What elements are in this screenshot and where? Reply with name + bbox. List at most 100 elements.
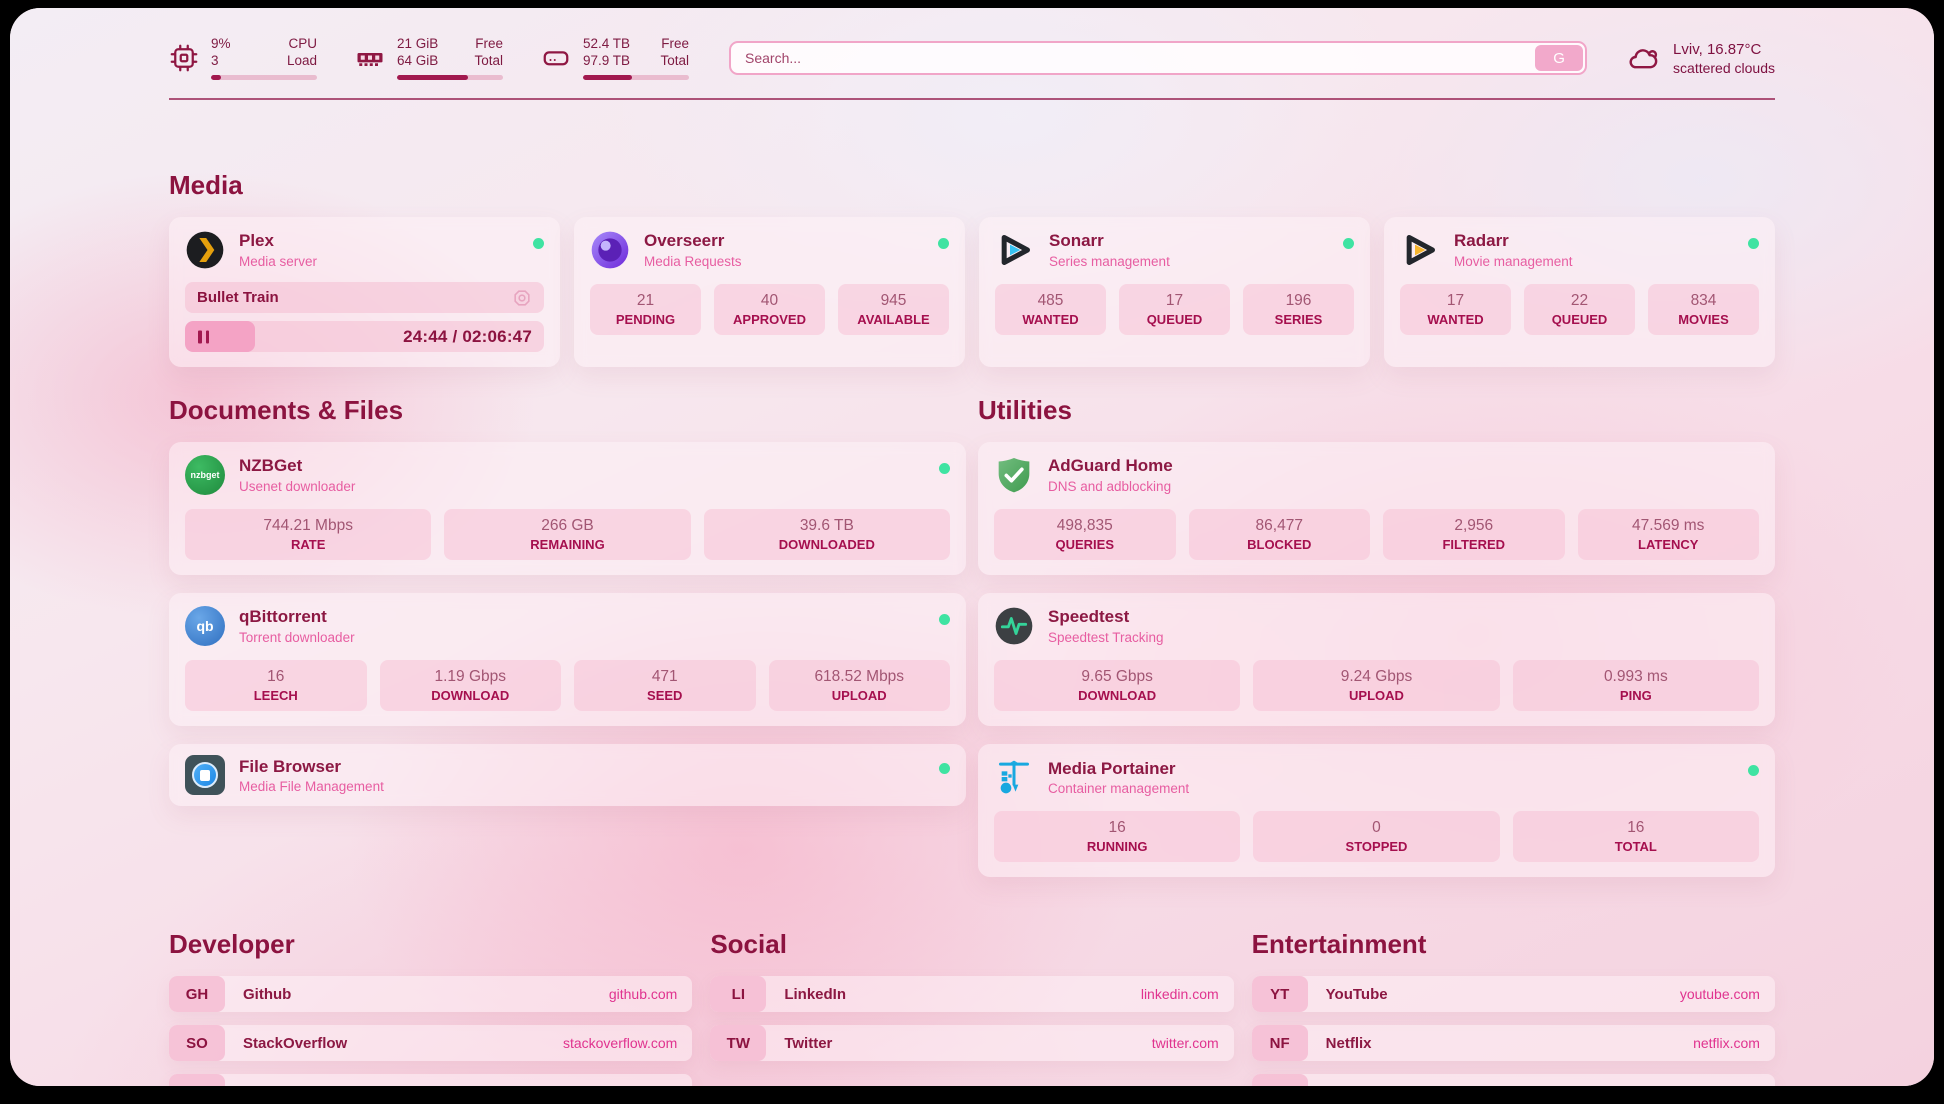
- link-name: Reddit: [1326, 1084, 1373, 1086]
- link-youtube[interactable]: YT YouTube youtube.com: [1251, 976, 1775, 1013]
- link-badge: DT: [169, 1074, 225, 1086]
- stat-box-queries: 498,835 QUERIES: [994, 509, 1176, 561]
- disk-free-value: 52.4 TB: [583, 36, 631, 52]
- app-name: Radarr: [1454, 231, 1509, 251]
- stat-value: 618.52 Mbps: [814, 668, 905, 686]
- stat-box-available: 945 AVAILABLE: [838, 284, 949, 336]
- overseerr-icon: [590, 230, 630, 270]
- stat-box-leech: 16 LEECH: [185, 660, 367, 712]
- link-url: youtube.com: [1679, 986, 1760, 1003]
- adguard-card[interactable]: AdGuard Home DNS and adblocking 498,835 …: [978, 442, 1775, 576]
- app-subtitle: Series management: [1049, 253, 1170, 269]
- speedtest-icon: [994, 606, 1034, 646]
- nzbget-card[interactable]: nzbget NZBGet Usenet downloader 744.21 M…: [169, 442, 966, 576]
- stat-value: 471: [651, 668, 678, 686]
- overseerr-card[interactable]: Overseerr Media Requests 21 PENDING 40 A…: [574, 217, 965, 367]
- link-url: reddit.com: [1695, 1084, 1760, 1086]
- filebrowser-icon-circle: [192, 762, 218, 789]
- now-playing-title: Bullet Train: [197, 289, 279, 306]
- cpu-load-value: 3: [211, 53, 219, 68]
- top-bar: 9% 3 CPU Load: [169, 34, 1775, 82]
- app-name: Media Portainer: [1048, 758, 1176, 778]
- app-name: File Browser: [239, 756, 342, 776]
- filebrowser-icon: [185, 755, 225, 796]
- stat-label: LATENCY: [1638, 537, 1699, 553]
- disk-total-value: 97.9 TB: [583, 53, 631, 68]
- link-github[interactable]: GH Github github.com: [169, 976, 693, 1013]
- stat-box-series: 196 SERIES: [1243, 284, 1354, 336]
- link-netflix[interactable]: NF Netflix netflix.com: [1251, 1025, 1775, 1062]
- cpu-load-label: Load: [286, 53, 317, 68]
- pause-bar: [198, 330, 202, 343]
- disk-progress-fill: [583, 74, 632, 80]
- link-badge: SO: [169, 1025, 225, 1062]
- search-input[interactable]: [733, 50, 1536, 66]
- link-reddit[interactable]: RE Reddit reddit.com: [1251, 1074, 1775, 1086]
- documents-section: Documents & Files nzbget NZBGet Usenet d…: [169, 395, 966, 807]
- weather-widget: Lviv, 16.87°C scattered clouds: [1627, 41, 1775, 76]
- disk-stat: 52.4 TB 97.9 TB Free Total: [541, 36, 689, 80]
- ram-stat-text: 21 GiB 64 GiB Free Total: [397, 36, 503, 70]
- overseerr-stats: 21 PENDING 40 APPROVED 945 AVAILABLE: [590, 284, 949, 336]
- search-engine-button[interactable]: G: [1535, 45, 1584, 71]
- stat-label: SEED: [647, 688, 683, 704]
- sonarr-card[interactable]: Sonarr Series management 485 WANTED 17 Q…: [979, 217, 1370, 367]
- social-section: Social LI LinkedIn linkedin.com TW Twitt…: [710, 929, 1234, 1074]
- stat-label: STOPPED: [1345, 839, 1408, 855]
- link-twitter[interactable]: TW Twitter twitter.com: [710, 1025, 1234, 1062]
- radarr-card[interactable]: Radarr Movie management 17 WANTED 22 QUE…: [1384, 217, 1775, 367]
- stat-box-movies: 834 MOVIES: [1648, 284, 1759, 336]
- qbittorrent-card[interactable]: qb qBittorrent Torrent downloader 16 LEE…: [169, 593, 966, 727]
- status-online-dot: [939, 463, 950, 474]
- stat-value: 16: [267, 668, 285, 686]
- link-name: StackOverflow: [243, 1034, 348, 1052]
- status-online-dot: [1343, 238, 1354, 249]
- sonarr-card-head: Sonarr Series management: [995, 230, 1354, 270]
- stat-label: QUERIES: [1055, 537, 1114, 553]
- adguard-card-head: AdGuard Home DNS and adblocking: [994, 455, 1759, 495]
- stat-box-approved: 40 APPROVED: [714, 284, 825, 336]
- stat-label: TOTAL: [1614, 839, 1657, 855]
- stat-label: QUEUED: [1551, 312, 1608, 328]
- stat-box-seed: 471 SEED: [574, 660, 756, 712]
- app-subtitle: Usenet downloader: [239, 478, 356, 494]
- radarr-titles: Radarr Movie management: [1454, 231, 1734, 268]
- filebrowser-card[interactable]: File Browser Media File Management: [169, 744, 966, 807]
- app-subtitle: Media Requests: [644, 253, 742, 269]
- speedtest-card[interactable]: Speedtest Speedtest Tracking 9.65 Gbps D…: [978, 593, 1775, 727]
- plex-now-playing-row: Bullet Train: [185, 282, 544, 313]
- pause-icon[interactable]: [198, 330, 209, 343]
- link-stackoverflow[interactable]: SO StackOverflow stackoverflow.com: [169, 1025, 693, 1062]
- portainer-stats: 16 RUNNING 0 STOPPED 16 TOTAL: [994, 811, 1759, 863]
- link-url: dev.to: [640, 1084, 677, 1086]
- stat-label: APPROVED: [733, 312, 806, 328]
- section-title-developer: Developer: [169, 929, 295, 960]
- section-title-utilities: Utilities: [978, 395, 1072, 425]
- dashboard-frame: 9% 3 CPU Load: [10, 8, 1934, 1086]
- app-subtitle: Movie management: [1454, 253, 1573, 269]
- plex-player-bar[interactable]: 24:44 / 02:06:47: [185, 321, 544, 352]
- disk-total-label: Total: [660, 53, 689, 68]
- disk-stat-body: 52.4 TB 97.9 TB Free Total: [583, 36, 689, 80]
- portainer-card[interactable]: Media Portainer Container management 16 …: [978, 744, 1775, 878]
- stat-value: 17: [1446, 292, 1465, 309]
- stat-box-queued: 22 QUEUED: [1524, 284, 1635, 336]
- portainer-card-head: Media Portainer Container management: [994, 757, 1759, 797]
- status-online-dot: [533, 238, 544, 249]
- bottom-link-sections: Developer GH Github github.com SO StackO…: [169, 929, 1775, 1086]
- plex-card[interactable]: Plex Media server Bullet Train: [169, 217, 560, 367]
- stat-label: MOVIES: [1678, 312, 1729, 328]
- stat-box-upload: 9.24 Gbps UPLOAD: [1253, 660, 1500, 712]
- app-name: Sonarr: [1049, 231, 1104, 251]
- status-online-dot: [939, 614, 950, 626]
- nzbget-icon: nzbget: [185, 455, 225, 495]
- sonarr-icon: [995, 230, 1035, 270]
- stat-label: BLOCKED: [1247, 537, 1312, 553]
- stat-label: WANTED: [1427, 312, 1484, 328]
- link-linkedin[interactable]: LI LinkedIn linkedin.com: [710, 976, 1234, 1013]
- stat-box-total: 16 TOTAL: [1512, 811, 1759, 863]
- cpu-progress-fill: [211, 74, 221, 80]
- stat-label: LEECH: [253, 688, 298, 704]
- link-dev[interactable]: DT DEV dev.to: [169, 1074, 693, 1086]
- stat-box-pending: 21 PENDING: [590, 284, 701, 336]
